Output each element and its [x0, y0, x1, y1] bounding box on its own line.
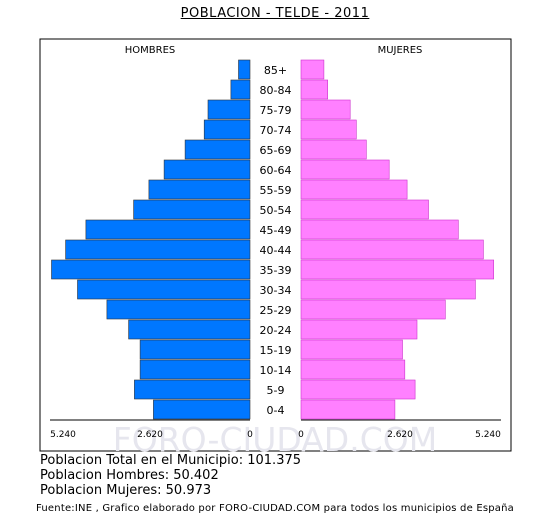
bar-men-65-69: [184, 139, 251, 160]
source-footer: Fuente:INE , Grafico elaborado por FORO-…: [35, 503, 514, 514]
age-label-80-84: 80-84: [260, 84, 292, 97]
bar-men-60-64: [163, 159, 251, 180]
bar-women-15-19: [300, 339, 403, 360]
bar-women-25-29: [300, 299, 446, 320]
bar-men-30-34: [77, 279, 251, 300]
bar-women-75-79: [300, 99, 351, 120]
stat-women-population: Poblacion Mujeres: 50.973: [40, 483, 212, 498]
tick-label-3: 0: [298, 430, 304, 440]
tick-label-4: 2.620: [387, 430, 413, 440]
bar-women-60-64: [300, 159, 390, 180]
bar-women-45-49: [300, 219, 459, 240]
stat-men-population: Poblacion Hombres: 50.402: [40, 468, 219, 483]
bar-men-5-9: [134, 379, 251, 400]
bar-women-40-44: [300, 239, 484, 260]
bar-women-10-14: [300, 359, 406, 380]
bar-men-50-54: [133, 199, 251, 220]
age-labels: 85+ 80-84 75-79 70-74 65-69 60-64 55-59 50-54 45…: [260, 64, 292, 417]
bar-men-75-79: [207, 99, 251, 120]
bar-women-70-74: [300, 119, 357, 140]
bar-men-0-4: [153, 399, 251, 420]
age-label-25-29: 25-29: [260, 304, 292, 317]
tick-label-1: 2.620: [137, 430, 163, 440]
age-label-40-44: 40-44: [260, 244, 292, 257]
bar-women-0-4: [300, 399, 396, 420]
age-label-30-34: 30-34: [260, 284, 292, 297]
population-pyramid-chart: FORO-CIUDAD.COM HOMBRES MUJERES 85+ 80-84…: [39, 38, 512, 452]
bar-men-40-44: [65, 239, 251, 260]
bar-men-85+: [238, 59, 251, 80]
bar-men-70-74: [203, 119, 251, 140]
bar-men-80-84: [230, 79, 251, 100]
tick-labels: 5.240 2.620 0 0 2.620 5.240: [50, 430, 501, 440]
bar-men-55-59: [148, 179, 251, 200]
bar-women-30-34: [300, 279, 476, 300]
bar-women-5-9: [300, 379, 416, 400]
age-label-85+: 85+: [264, 64, 287, 77]
watermark: FORO-CIUDAD.COM: [113, 420, 437, 452]
bar-women-20-24: [300, 319, 418, 340]
age-label-15-19: 15-19: [260, 344, 292, 357]
bar-women-80-84: [300, 79, 329, 100]
legend-men: HOMBRES: [125, 45, 176, 56]
bar-men-10-14: [139, 359, 251, 380]
age-label-20-24: 20-24: [260, 324, 292, 337]
tick-label-0: 5.240: [50, 430, 76, 440]
age-label-55-59: 55-59: [260, 184, 292, 197]
page-title: POBLACION - TELDE - 2011: [180, 6, 370, 21]
bar-women-85+: [300, 59, 325, 80]
age-label-50-54: 50-54: [260, 204, 292, 217]
stat-total-population: Poblacion Total en el Municipio: 101.375: [40, 453, 302, 468]
age-label-45-49: 45-49: [260, 224, 292, 237]
tick-label-5: 5.240: [475, 430, 501, 440]
age-label-60-64: 60-64: [260, 164, 292, 177]
bar-women-55-59: [300, 179, 408, 200]
bar-men-45-49: [85, 219, 251, 240]
age-label-0-4: 0-4: [267, 404, 285, 417]
bar-women-65-69: [300, 139, 367, 160]
tick-label-2: 0: [247, 430, 253, 440]
bar-women-50-54: [300, 199, 429, 220]
age-label-65-69: 65-69: [260, 144, 292, 157]
bar-men-35-39: [51, 259, 251, 280]
bar-women-35-39: [300, 259, 494, 280]
age-label-75-79: 75-79: [260, 104, 292, 117]
bar-men-25-29: [106, 299, 251, 320]
women-bars: [300, 59, 494, 420]
legend-women: MUJERES: [378, 45, 423, 56]
bar-men-20-24: [128, 319, 251, 340]
bar-men-15-19: [139, 339, 251, 360]
age-label-70-74: 70-74: [260, 124, 292, 137]
men-bars: [51, 59, 251, 420]
age-label-35-39: 35-39: [260, 264, 292, 277]
age-label-5-9: 5-9: [267, 384, 285, 397]
age-label-10-14: 10-14: [260, 364, 292, 377]
